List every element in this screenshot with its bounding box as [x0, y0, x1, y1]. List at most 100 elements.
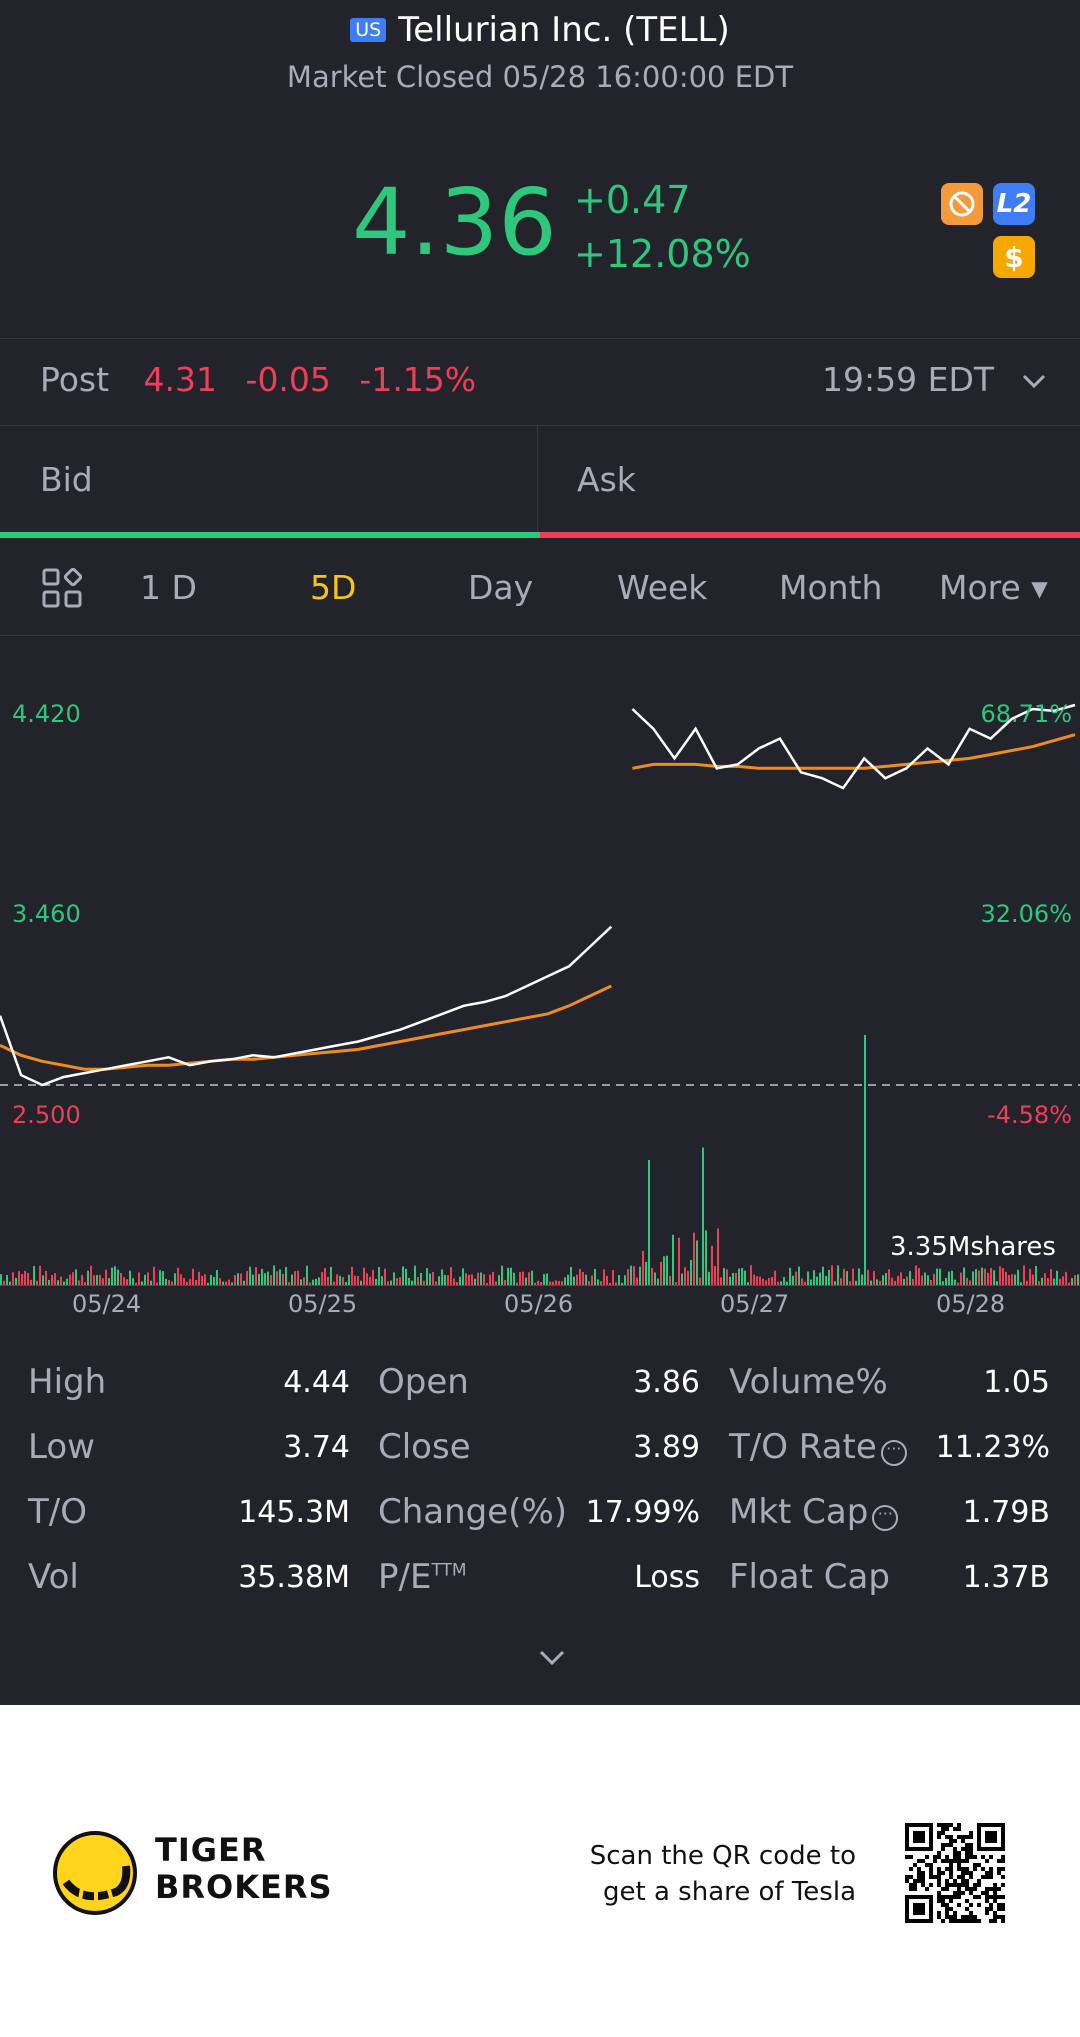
qr-code[interactable] — [905, 1823, 1005, 1923]
volume-bar — [21, 1274, 23, 1285]
volume-bar — [948, 1271, 950, 1285]
volume-bar — [1053, 1278, 1055, 1285]
volume-bar — [186, 1281, 188, 1285]
volume-bar — [48, 1279, 50, 1285]
volume-bar — [552, 1281, 554, 1285]
volume-bar — [282, 1273, 284, 1285]
tab-day[interactable]: Day — [468, 568, 534, 607]
tab-month[interactable]: Month — [779, 568, 883, 607]
price-chart[interactable] — [0, 640, 1080, 1290]
volume-bar — [630, 1265, 632, 1285]
volume-bar — [528, 1272, 530, 1285]
price-change: +0.47 — [574, 178, 691, 222]
volume-bar — [462, 1268, 464, 1285]
volume-bar — [819, 1272, 821, 1285]
volume-bar — [390, 1280, 392, 1285]
tab-5d[interactable]: 5D — [310, 568, 357, 607]
volume-bar — [588, 1281, 590, 1285]
promo-line-2: get a share of Tesla — [603, 1877, 856, 1907]
volume-bar — [96, 1275, 98, 1285]
last-price: 4.36 — [352, 169, 557, 276]
volume-bar — [465, 1273, 467, 1285]
volume-bar — [255, 1267, 257, 1285]
volume-bar — [1071, 1278, 1073, 1285]
tab-week[interactable]: Week — [617, 568, 708, 607]
volume-bar — [483, 1274, 485, 1285]
volume-bar — [471, 1274, 473, 1285]
volume-bar — [618, 1275, 620, 1285]
y-tick-left: 4.420 — [12, 700, 81, 728]
stat-value-to-rate: 11.23% — [935, 1430, 1050, 1465]
stat-label-mkt-cap: Mkt Cap ··· — [729, 1492, 899, 1532]
divider — [0, 338, 1080, 339]
volume-bar — [1044, 1273, 1046, 1285]
volume-bar — [51, 1274, 53, 1285]
volume-bar — [477, 1272, 479, 1285]
stat-label-open: Open — [378, 1362, 469, 1402]
volume-bar — [414, 1265, 416, 1285]
volume-bar — [891, 1277, 893, 1285]
volume-bar — [795, 1271, 797, 1285]
volume-bar — [894, 1280, 896, 1285]
more-info-icon[interactable]: ··· — [880, 1440, 907, 1466]
volume-bar — [1038, 1281, 1040, 1285]
volume-bar — [228, 1279, 230, 1285]
post-change: -0.05 — [245, 360, 331, 399]
volume-bar — [900, 1272, 902, 1285]
volume-bar — [693, 1232, 695, 1285]
y-tick-right: -4.58% — [987, 1101, 1072, 1129]
more-info-icon[interactable]: ··· — [872, 1505, 899, 1531]
volume-bar — [402, 1266, 404, 1285]
volume-bar — [444, 1274, 446, 1285]
post-label: Post — [40, 360, 110, 399]
stat-value-mkt-cap: 1.79B — [962, 1495, 1050, 1530]
volume-bar — [480, 1272, 482, 1285]
volume-bar — [945, 1278, 947, 1285]
volume-bar — [1077, 1274, 1079, 1285]
volume-bar — [723, 1268, 725, 1285]
volume-bar — [1074, 1275, 1076, 1285]
volume-bar — [204, 1274, 206, 1285]
volume-bar — [231, 1282, 233, 1285]
volume-bar — [513, 1272, 515, 1285]
volume-bar — [363, 1267, 365, 1285]
post-price: 4.31 — [143, 360, 218, 399]
volume-bar — [504, 1279, 506, 1285]
expand-stats-button[interactable] — [537, 1648, 567, 1672]
volume-bar — [843, 1268, 845, 1285]
volume-bar — [621, 1282, 623, 1285]
volume-bar — [99, 1274, 101, 1285]
stat-value-volume-pct: 1.05 — [983, 1365, 1050, 1400]
volume-bar — [597, 1279, 599, 1285]
layout-grid-icon[interactable] — [42, 567, 83, 612]
tab-1d[interactable]: 1 D — [140, 568, 197, 607]
market-badge: US — [350, 18, 387, 42]
post-time-dropdown[interactable]: 19:59 EDT — [822, 360, 1047, 399]
volume-bar — [312, 1279, 314, 1285]
volume-bar — [849, 1281, 851, 1285]
volume-bar — [450, 1267, 452, 1285]
tab-more[interactable]: More ▾ — [939, 568, 1048, 607]
volume-bar — [84, 1282, 86, 1285]
volume-bar — [825, 1275, 827, 1285]
volume-bar — [555, 1280, 557, 1285]
volume-bar — [996, 1281, 998, 1285]
level2-icon[interactable]: L2 — [993, 183, 1035, 225]
stat-value-vol: 35.38M — [238, 1560, 350, 1595]
no-margin-icon[interactable] — [941, 183, 983, 225]
volume-bar — [81, 1274, 83, 1285]
volume-bar — [1062, 1276, 1064, 1285]
volume-bar — [936, 1268, 938, 1285]
stat-value-high: 4.44 — [283, 1365, 350, 1400]
x-tick: 05/27 — [720, 1290, 790, 1318]
volume-bar — [852, 1268, 854, 1285]
volume-bar — [1041, 1277, 1043, 1285]
volume-bar — [660, 1261, 662, 1285]
volume-bar — [222, 1281, 224, 1285]
dollar-icon[interactable]: $ — [993, 236, 1035, 278]
stat-value-open: 3.86 — [633, 1365, 700, 1400]
volume-bar — [150, 1280, 152, 1285]
volume-bar — [111, 1267, 113, 1285]
volume-bar — [1026, 1280, 1028, 1285]
stat-label-vol: Vol — [28, 1557, 79, 1597]
